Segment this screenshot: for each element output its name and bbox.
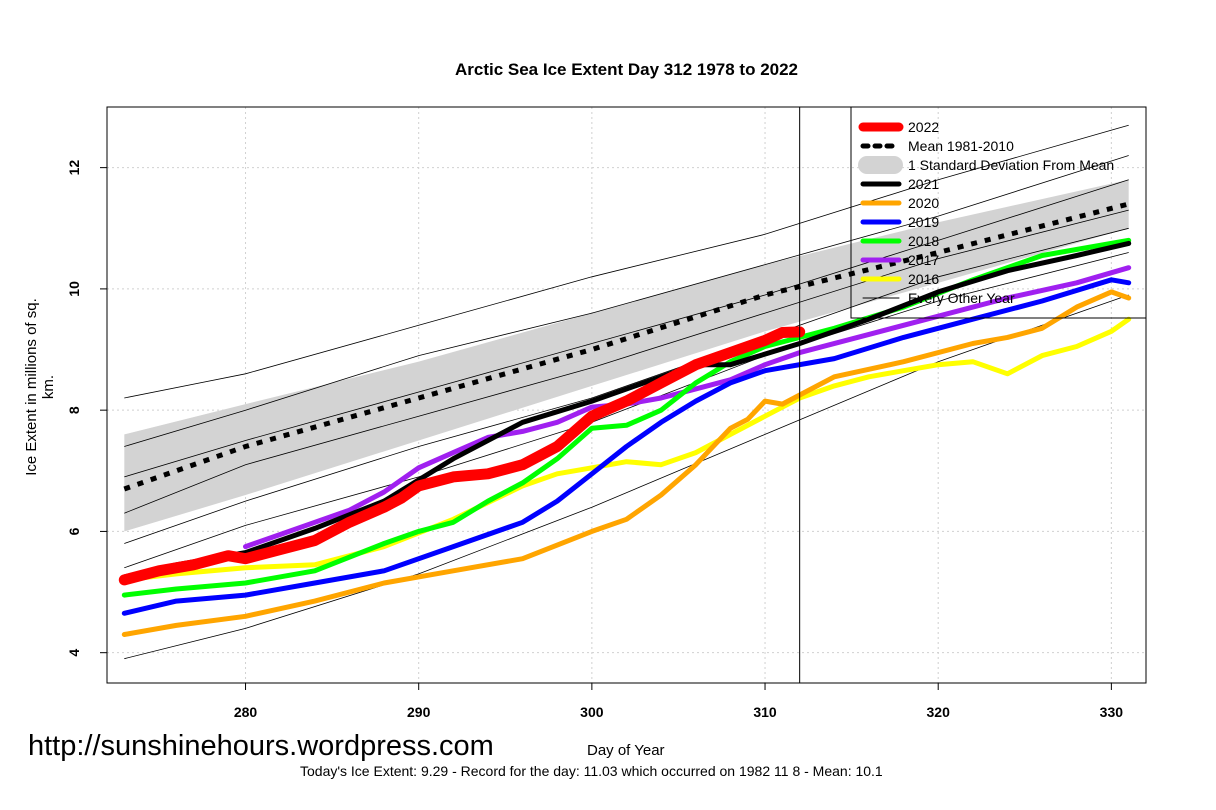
watermark-url: http://sunshinehours.wordpress.com bbox=[28, 730, 494, 762]
series-line-2020 bbox=[121, 289, 1132, 637]
y-tick-label: 4 bbox=[66, 649, 82, 657]
other-year-line bbox=[124, 209, 1129, 514]
chart-title: Arctic Sea Ice Extent Day 312 1978 to 20… bbox=[454, 60, 799, 79]
legend-label: 2020 bbox=[908, 195, 939, 211]
legend-swatch bbox=[858, 156, 903, 174]
legend-label: 2021 bbox=[908, 176, 939, 192]
series-line-2022 bbox=[118, 326, 806, 586]
x-tick-label: 310 bbox=[753, 704, 777, 720]
x-tick-label: 290 bbox=[407, 704, 431, 720]
x-axis-label: Day of Year bbox=[587, 742, 665, 759]
legend-label: Every Other Year bbox=[908, 290, 1015, 306]
std-deviation-band bbox=[124, 179, 1129, 532]
legend-label: 2019 bbox=[908, 214, 939, 230]
legend-label: 2017 bbox=[908, 252, 939, 268]
legend-label: 1 Standard Deviation From Mean bbox=[908, 157, 1114, 173]
other-year-line bbox=[124, 124, 1129, 399]
x-tick-label: 320 bbox=[927, 704, 951, 720]
other-year-line bbox=[124, 155, 1129, 447]
legend-label: 2022 bbox=[908, 119, 939, 135]
mean-line bbox=[123, 201, 1130, 492]
y-tick-label: 12 bbox=[66, 160, 82, 176]
legend-label: 2018 bbox=[908, 233, 939, 249]
axes: 280 290 300 310 320 330 4 6 8 10 12 bbox=[66, 106, 1147, 720]
grid-lines bbox=[107, 107, 1146, 683]
other-year-line bbox=[124, 227, 1129, 544]
series-line-2019 bbox=[121, 277, 1132, 616]
std-band-area bbox=[124, 179, 1129, 532]
y-tick-label: 10 bbox=[66, 281, 82, 297]
legend-box bbox=[850, 106, 1147, 319]
y-tick-label: 8 bbox=[66, 406, 82, 414]
footer-stats: Today's Ice Extent: 9.29 - Record for th… bbox=[300, 763, 883, 779]
series-lines bbox=[118, 237, 1132, 637]
plot-frame bbox=[106, 106, 1147, 684]
x-tick-label: 280 bbox=[234, 704, 258, 720]
x-tick-label: 300 bbox=[580, 704, 604, 720]
mean-1981-2010-line bbox=[123, 201, 1130, 492]
y-axis-label: Ice Extent in millions of sq. km. bbox=[23, 298, 57, 476]
legend: 2022 Mean 1981-2010 1 Standard Deviation F… bbox=[850, 106, 1147, 319]
legend-label: Mean 1981-2010 bbox=[908, 138, 1014, 154]
y-tick-label: 6 bbox=[66, 527, 82, 535]
legend-label: 2016 bbox=[908, 271, 939, 287]
series-line-2016 bbox=[121, 316, 1132, 583]
x-tick-label: 330 bbox=[1100, 704, 1124, 720]
other-year-line bbox=[124, 179, 1129, 478]
other-year-line bbox=[124, 294, 1129, 660]
